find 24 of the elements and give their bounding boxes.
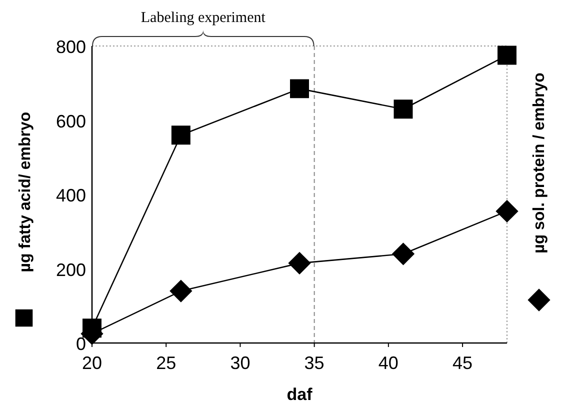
- y-tick-label: 800: [56, 37, 86, 57]
- x-tick-label: 45: [452, 353, 473, 373]
- point: [288, 252, 311, 274]
- text: Labeling experiment: [140, 10, 266, 26]
- y-axis-title: µg fatty acid/ embryo: [17, 112, 34, 272]
- point: [171, 126, 190, 145]
- point: [290, 79, 309, 98]
- x-tick-label: 20: [82, 353, 102, 373]
- point: [496, 200, 518, 223]
- y-tick-label: 600: [56, 111, 86, 132]
- y-tick-label: 200: [56, 260, 86, 280]
- y-tick-label: 400: [56, 186, 86, 206]
- y2-axis-title: µg sol. protein / embryo: [531, 72, 548, 254]
- point: [170, 280, 192, 302]
- x-tick-label: 35: [304, 353, 324, 373]
- x-axis-title: daf: [286, 385, 313, 404]
- y-tick-label: 0: [76, 334, 86, 354]
- point: [82, 318, 102, 338]
- x-tick-label: 40: [378, 353, 398, 373]
- point: [392, 242, 415, 266]
- x-tick-label: 25: [156, 353, 176, 373]
- point: [394, 100, 413, 119]
- point: [498, 46, 516, 65]
- x-tick-label: 30: [230, 353, 250, 373]
